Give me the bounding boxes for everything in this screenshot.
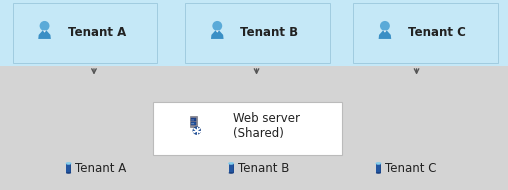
Text: Tenant A: Tenant A bbox=[75, 162, 126, 175]
Ellipse shape bbox=[377, 163, 380, 164]
Text: Tenant B: Tenant B bbox=[240, 26, 299, 40]
Polygon shape bbox=[38, 30, 51, 39]
Bar bbox=[66, 163, 71, 173]
Circle shape bbox=[193, 127, 201, 134]
Ellipse shape bbox=[229, 172, 234, 174]
Bar bbox=[190, 119, 196, 121]
Circle shape bbox=[193, 123, 194, 124]
Bar bbox=[376, 163, 381, 173]
Ellipse shape bbox=[66, 172, 71, 174]
Ellipse shape bbox=[66, 162, 71, 164]
FancyBboxPatch shape bbox=[185, 2, 330, 63]
Bar bbox=[190, 116, 197, 127]
Text: Tenant A: Tenant A bbox=[68, 26, 126, 40]
Bar bbox=[380, 163, 381, 173]
Bar bbox=[0, 0, 508, 66]
FancyBboxPatch shape bbox=[13, 2, 157, 63]
Ellipse shape bbox=[230, 163, 233, 164]
Circle shape bbox=[192, 123, 193, 124]
Bar bbox=[190, 122, 196, 125]
Bar bbox=[229, 163, 234, 173]
Polygon shape bbox=[211, 30, 224, 39]
Polygon shape bbox=[378, 30, 391, 39]
Bar bbox=[70, 163, 71, 173]
Polygon shape bbox=[43, 30, 46, 33]
Text: Tenant C: Tenant C bbox=[408, 26, 466, 40]
Circle shape bbox=[40, 21, 49, 31]
Ellipse shape bbox=[376, 172, 381, 174]
Bar bbox=[233, 163, 234, 173]
Bar bbox=[0, 66, 508, 190]
Polygon shape bbox=[215, 30, 219, 33]
Ellipse shape bbox=[229, 162, 234, 164]
Text: Tenant B: Tenant B bbox=[238, 162, 289, 175]
Polygon shape bbox=[383, 30, 387, 33]
FancyBboxPatch shape bbox=[153, 101, 342, 155]
Ellipse shape bbox=[67, 163, 70, 164]
Text: Tenant C: Tenant C bbox=[385, 162, 436, 175]
FancyBboxPatch shape bbox=[353, 2, 498, 63]
Text: Web server
(Shared): Web server (Shared) bbox=[233, 112, 300, 140]
Ellipse shape bbox=[376, 162, 381, 164]
Circle shape bbox=[380, 21, 390, 31]
Circle shape bbox=[212, 21, 222, 31]
